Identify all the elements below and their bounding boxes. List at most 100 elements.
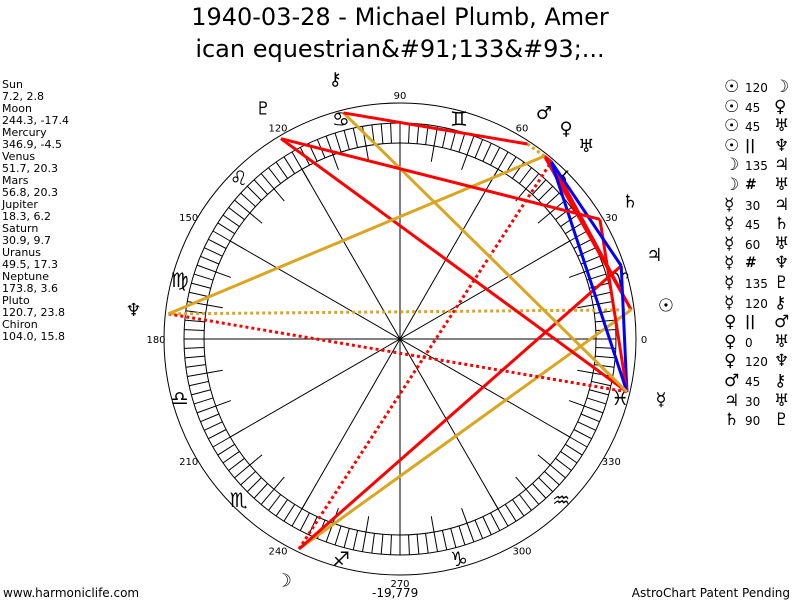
aspect-line-mars-chiron	[343, 111, 528, 146]
uranus-icon: ♅	[774, 331, 790, 352]
outer-circle	[163, 102, 637, 576]
ring-tick	[416, 123, 420, 144]
ring-tick	[185, 364, 206, 368]
ring-tick	[595, 355, 616, 359]
jupiter-icon: ♃	[724, 390, 740, 411]
aspect-value: 120	[745, 296, 768, 311]
aspect-line-moon-uranus	[297, 161, 553, 550]
aspect-value: 30	[745, 198, 761, 213]
ring-tick	[577, 421, 596, 431]
ring-tick	[518, 167, 532, 184]
aspect-value: ||	[745, 314, 756, 331]
aspect-row: ☽ # ♅	[724, 174, 798, 196]
planet-name: Jupiter	[2, 198, 38, 211]
footer-value: -19,779	[372, 586, 419, 600]
ring-tick	[184, 319, 205, 323]
aspect-row: ☿ 30 ♃	[724, 194, 798, 216]
chart-title-line-2: ican equestrian&#91;133&#93;...	[195, 35, 605, 63]
aspect-value: 45	[745, 218, 761, 233]
aspect-row: ♀ 0 ♅	[724, 331, 798, 353]
ring-tick	[222, 214, 240, 227]
aspect-row: ☿ 135 ♇	[724, 272, 798, 294]
ring-tick	[591, 380, 611, 387]
mercury-icon: ☿	[724, 233, 735, 254]
zodiac-sign-icon: ♒	[552, 488, 570, 512]
ring-tick	[515, 173, 540, 202]
jupiter-icon: ♃	[774, 155, 790, 176]
aspect-value: 60	[745, 237, 761, 252]
ring-tick	[482, 143, 492, 162]
aspect-line-mercury-chiron	[342, 111, 628, 393]
aspect-line-sun-moon	[298, 308, 633, 551]
moon-icon: ☽	[724, 174, 740, 195]
zodiac-sign-icon: ♈	[611, 268, 629, 292]
jupiter-icon: ♃	[774, 194, 790, 215]
ring-tick	[458, 525, 466, 546]
ring-tick	[537, 454, 566, 479]
jupiter-icon: ♃	[646, 245, 662, 266]
ring-tick	[352, 530, 359, 550]
ring-tick	[253, 179, 268, 195]
ring-tick	[450, 528, 457, 548]
planet-coords: 346.9, -4.5	[2, 138, 62, 151]
ring-tick	[441, 530, 448, 550]
aspect-value: 135	[745, 276, 768, 291]
aspect-row: ♄ 90 ♇	[724, 411, 798, 431]
ring-tick	[408, 534, 410, 555]
degree-label: 270	[390, 579, 409, 590]
ring-tick	[577, 300, 613, 309]
zodiac-sign-icon: ♌	[230, 166, 248, 190]
website-link[interactable]: www.harmoniclife.com	[3, 586, 140, 600]
planet-name: Saturn	[2, 222, 39, 235]
neptune-icon: ♆	[774, 253, 790, 274]
uranus-icon: ♅	[774, 174, 790, 195]
saturn-icon: ♄	[774, 214, 790, 235]
ring-tick	[458, 132, 466, 153]
aspect-row: ♃ 30 ♅	[724, 390, 798, 412]
planet-coords: 7.2, 2.8	[2, 90, 44, 103]
ring-tick	[490, 512, 501, 531]
ring-tick	[222, 451, 240, 464]
saturn-icon: ♄	[622, 191, 638, 212]
planet-name: Uranus	[2, 246, 41, 259]
ring-tick	[380, 123, 384, 144]
planet-coords: 49.5, 17.3	[2, 258, 58, 271]
mercury-icon: ☿	[724, 272, 735, 293]
aspect-line-mercury-saturn	[598, 219, 629, 393]
aspect-row: ☽ 135 ♃	[724, 156, 798, 176]
aspect-row: ☿ 45 ♄	[724, 215, 798, 235]
ring-tick	[343, 130, 350, 150]
ring-tick	[275, 161, 288, 179]
ring-tick	[208, 429, 227, 440]
ring-tick	[200, 255, 220, 265]
ring-tick	[217, 443, 235, 456]
ring-tick	[193, 397, 214, 405]
ring-tick	[228, 457, 245, 471]
ring-tick	[474, 139, 484, 159]
ring-tick	[184, 347, 205, 349]
ring-tick	[518, 494, 532, 511]
ring-tick	[371, 533, 375, 554]
planet-coords: 56.8, 20.3	[2, 186, 58, 199]
ring-tick	[283, 504, 296, 522]
ring-tick	[515, 476, 540, 505]
uranus-icon: ♅	[774, 233, 790, 254]
degree-label: 240	[268, 546, 287, 557]
ring-tick	[260, 173, 285, 202]
ring-tick	[283, 156, 296, 174]
mars-icon: ♂	[536, 103, 552, 124]
ring-tick	[361, 516, 370, 552]
aspect-value: 45	[745, 120, 761, 135]
ring-tick	[461, 135, 475, 171]
ring-tick	[565, 443, 583, 456]
ring-tick	[450, 130, 457, 150]
planet-coords: 30.9, 9.7	[2, 234, 51, 247]
neptune-icon: ♆	[774, 351, 790, 372]
ring-tick	[268, 494, 282, 511]
planet-coords: 104.0, 15.8	[2, 330, 65, 343]
ring-tick	[334, 525, 342, 546]
moon-icon: ☽	[724, 155, 740, 176]
aspect-value: 90	[745, 414, 761, 429]
planet-name: Mars	[2, 174, 29, 187]
degree-label: 30	[605, 213, 618, 224]
